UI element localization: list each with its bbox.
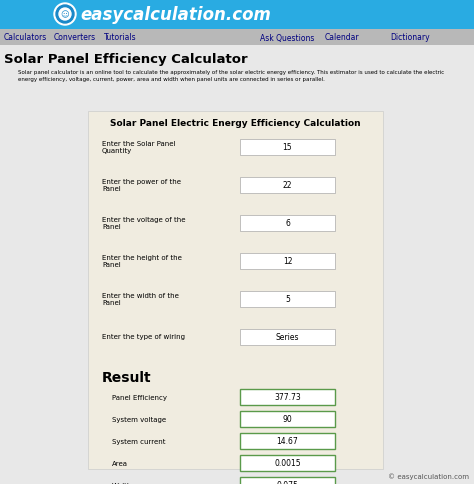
Text: System current: System current <box>112 438 165 444</box>
Text: Enter the voltage of the: Enter the voltage of the <box>102 216 185 223</box>
Bar <box>240 455 335 471</box>
Bar <box>240 477 335 484</box>
Text: 15: 15 <box>283 143 292 152</box>
Text: Solar panel calculator is an online tool to calculate the approximately of the s: Solar panel calculator is an online tool… <box>18 70 444 75</box>
Bar <box>240 254 335 270</box>
Bar <box>240 433 335 449</box>
Text: 14.67: 14.67 <box>277 437 298 446</box>
Text: Ask Questions: Ask Questions <box>260 33 314 43</box>
Text: Panel: Panel <box>102 261 121 268</box>
Text: energy efficiency, voltage, current, power, area and width when panel units are : energy efficiency, voltage, current, pow… <box>18 77 325 82</box>
Bar <box>240 291 335 307</box>
Text: Panel: Panel <box>102 300 121 305</box>
Text: Enter the type of wiring: Enter the type of wiring <box>102 333 185 339</box>
Text: Panel Efficiency: Panel Efficiency <box>112 394 167 400</box>
Bar <box>0 0 474 30</box>
Text: Solar Panel Electric Energy Efficiency Calculation: Solar Panel Electric Energy Efficiency C… <box>110 119 361 128</box>
Text: Dictionary: Dictionary <box>390 33 429 43</box>
Circle shape <box>56 6 74 24</box>
Text: Enter the width of the: Enter the width of the <box>102 292 179 298</box>
Text: Panel: Panel <box>102 224 121 229</box>
Bar <box>240 411 335 427</box>
Text: ☺: ☺ <box>61 11 69 19</box>
Text: 22: 22 <box>283 181 292 190</box>
Text: Width: Width <box>112 482 132 484</box>
Text: Enter the Solar Panel: Enter the Solar Panel <box>102 141 175 147</box>
Bar <box>240 329 335 345</box>
Bar <box>240 140 335 156</box>
Text: System voltage: System voltage <box>112 416 166 422</box>
Text: easycalculation.com: easycalculation.com <box>80 6 271 24</box>
Text: 12: 12 <box>283 257 292 266</box>
Bar <box>0 30 474 46</box>
Text: Panel: Panel <box>102 186 121 192</box>
Text: 6: 6 <box>285 219 290 228</box>
Circle shape <box>59 9 71 21</box>
Text: Enter the power of the: Enter the power of the <box>102 179 181 184</box>
Text: © easycalculation.com: © easycalculation.com <box>388 473 469 479</box>
Text: Converters: Converters <box>54 33 96 43</box>
Circle shape <box>54 4 76 26</box>
Text: Series: Series <box>276 333 299 342</box>
Text: Calendar: Calendar <box>325 33 360 43</box>
Bar <box>88 112 383 469</box>
Bar <box>240 178 335 194</box>
Text: Result: Result <box>102 370 152 384</box>
Text: Quantity: Quantity <box>102 148 132 154</box>
Text: 0.075: 0.075 <box>276 481 299 484</box>
Text: Enter the height of the: Enter the height of the <box>102 255 182 260</box>
Text: 90: 90 <box>283 415 292 424</box>
Text: 377.73: 377.73 <box>274 393 301 402</box>
Bar <box>240 389 335 405</box>
Text: Calculators: Calculators <box>4 33 47 43</box>
Bar <box>240 215 335 231</box>
Text: Tutorials: Tutorials <box>104 33 137 43</box>
Text: 0.0015: 0.0015 <box>274 458 301 468</box>
Text: 5: 5 <box>285 295 290 304</box>
Text: Solar Panel Efficiency Calculator: Solar Panel Efficiency Calculator <box>4 53 247 66</box>
Text: Area: Area <box>112 460 128 466</box>
